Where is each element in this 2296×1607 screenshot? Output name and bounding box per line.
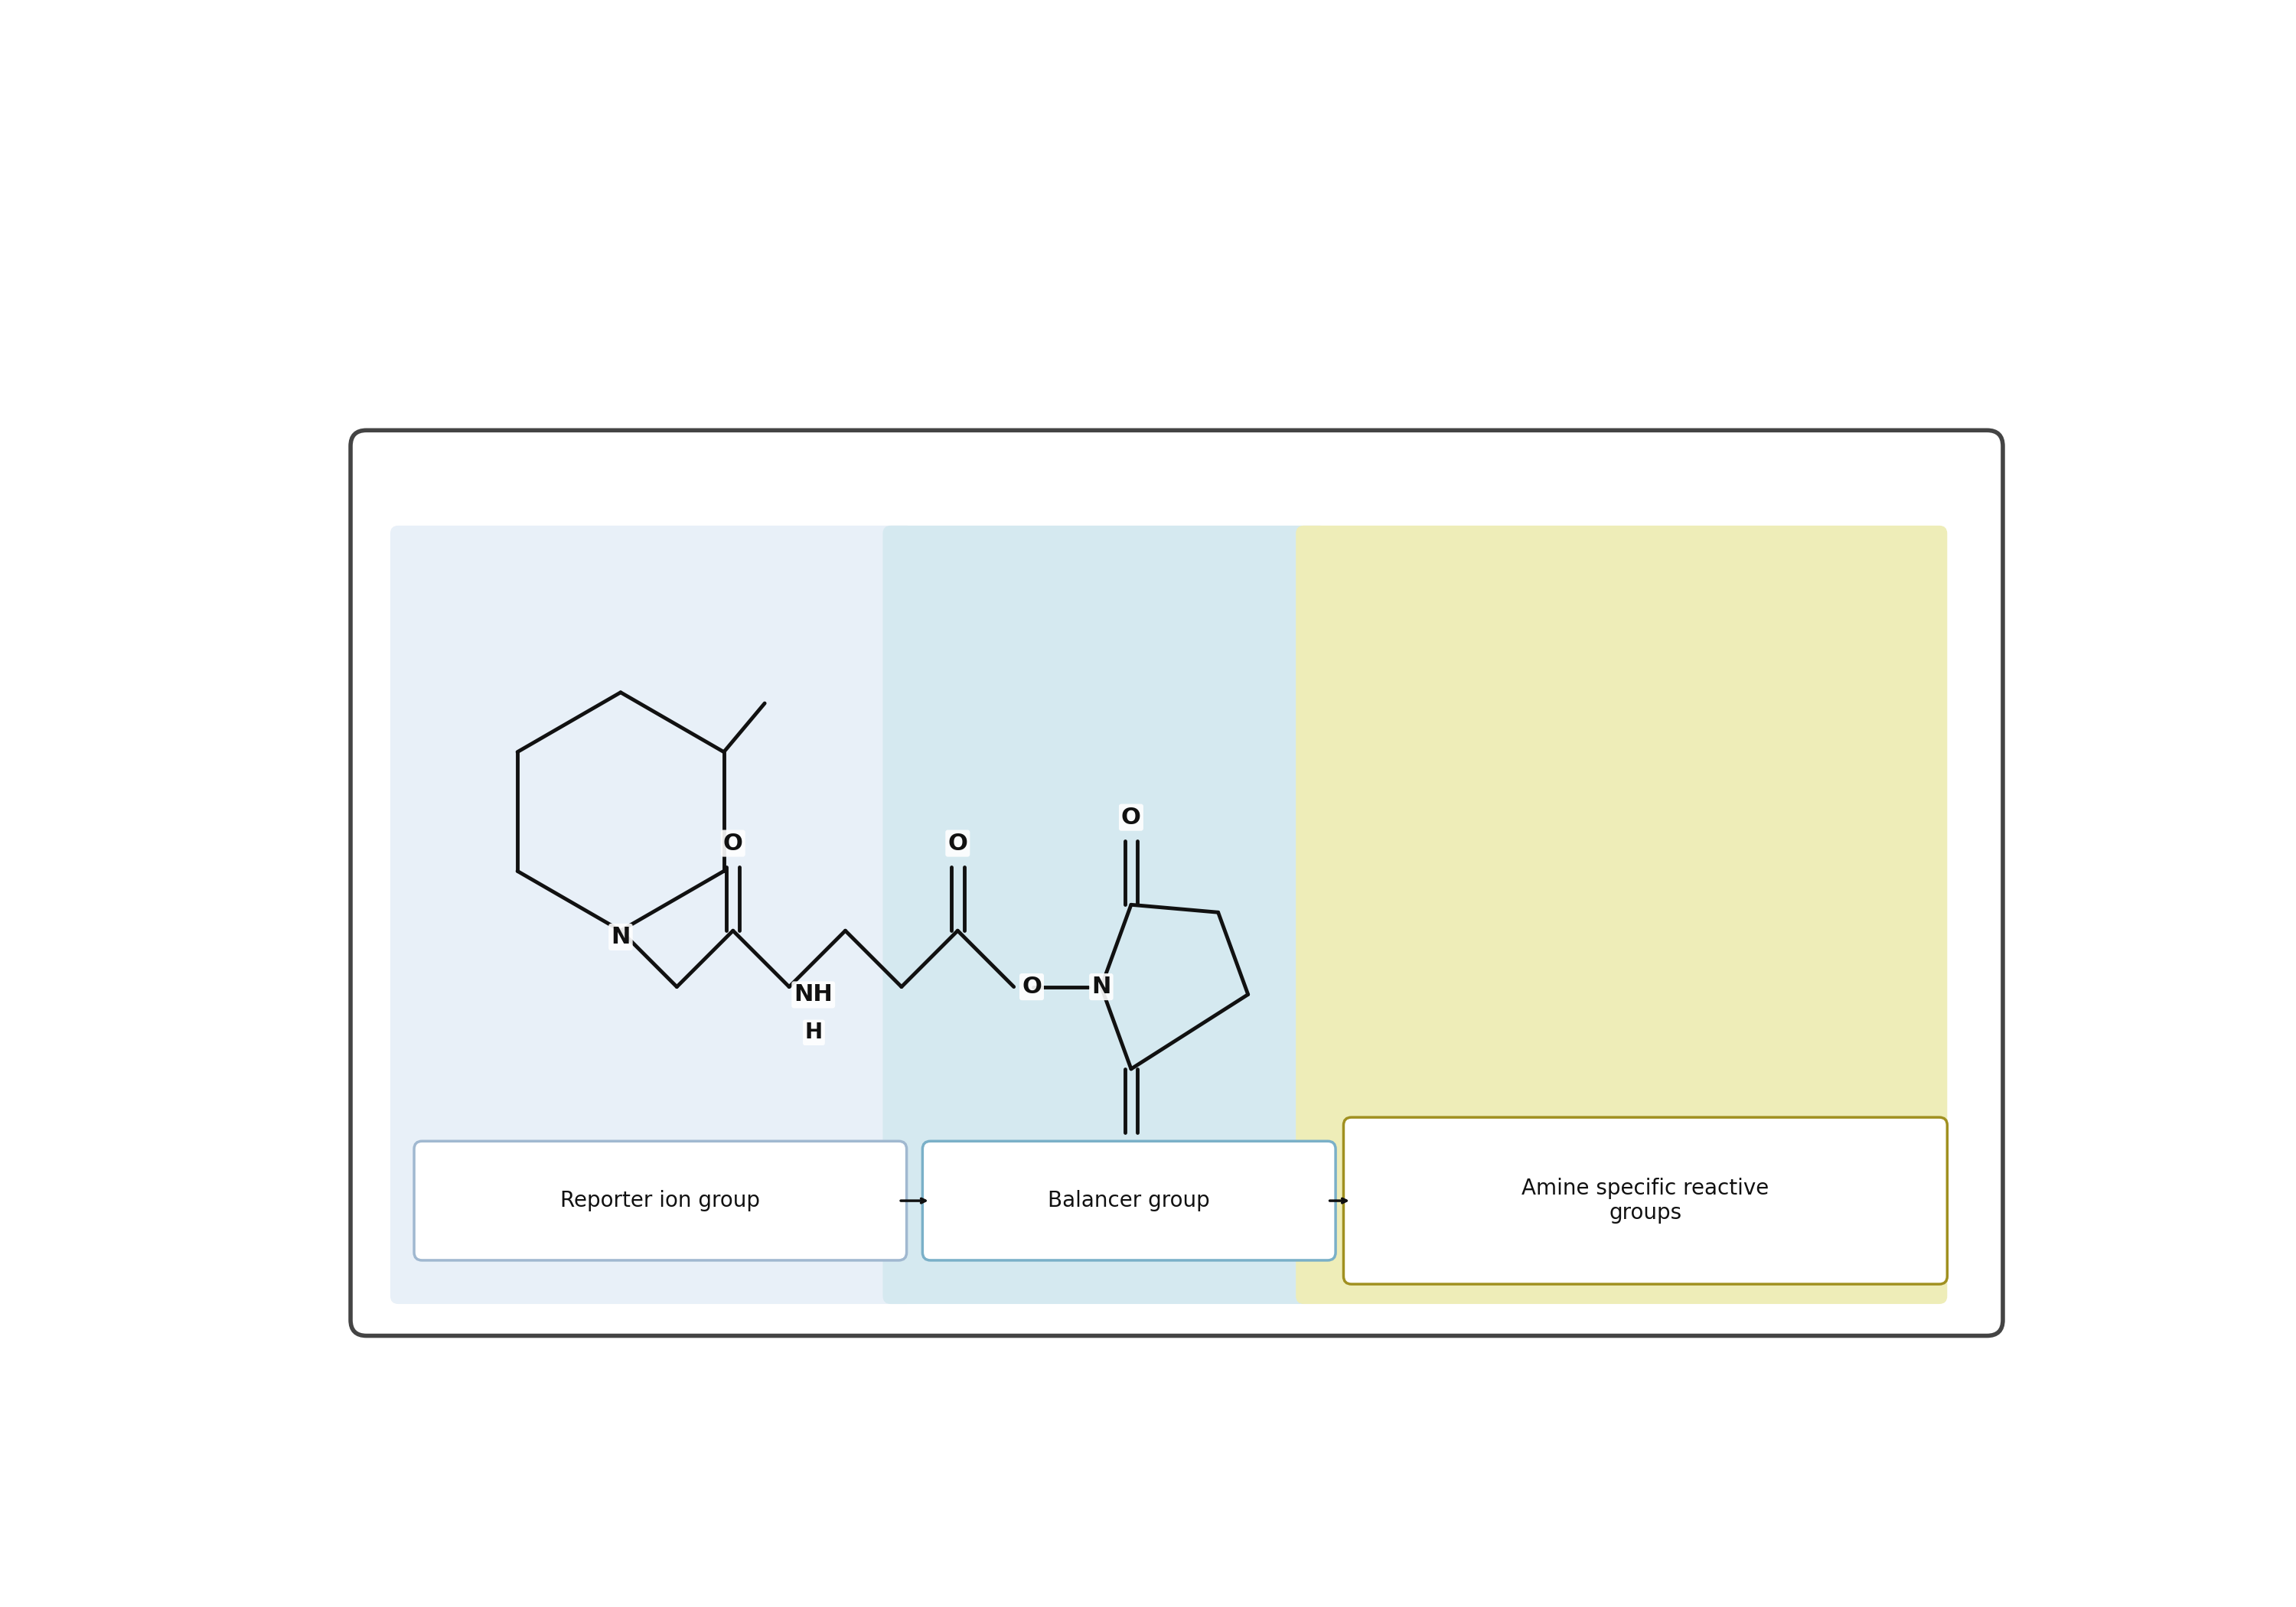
Text: Amine specific reactive
groups: Amine specific reactive groups — [1522, 1178, 1770, 1225]
Text: O: O — [1120, 1146, 1141, 1167]
FancyBboxPatch shape — [1343, 1117, 1947, 1284]
FancyBboxPatch shape — [413, 1141, 907, 1260]
FancyBboxPatch shape — [882, 525, 1327, 1303]
Text: O: O — [723, 832, 744, 855]
Text: N: N — [611, 926, 631, 948]
FancyBboxPatch shape — [1295, 525, 1947, 1303]
Text: H: H — [806, 1022, 822, 1043]
FancyBboxPatch shape — [390, 525, 914, 1303]
Text: Reporter ion group: Reporter ion group — [560, 1191, 760, 1212]
FancyBboxPatch shape — [923, 1141, 1336, 1260]
Text: O: O — [948, 832, 967, 855]
Text: N: N — [1091, 975, 1111, 998]
Text: NH: NH — [794, 983, 833, 1006]
Text: Balancer group: Balancer group — [1047, 1191, 1210, 1212]
Text: O: O — [1120, 807, 1141, 829]
FancyBboxPatch shape — [351, 431, 2002, 1335]
Text: O: O — [1022, 975, 1042, 998]
